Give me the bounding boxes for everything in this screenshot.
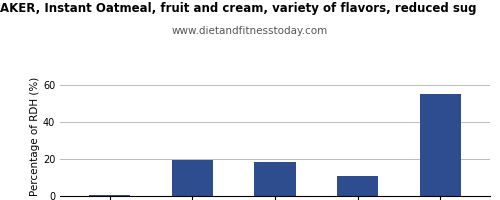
Bar (420, 94, 461, 196)
Text: www.dietandfitnesstoday.com: www.dietandfitnesstoday.com (172, 26, 328, 36)
Y-axis label: Percentage of RDH (%): Percentage of RDH (%) (30, 76, 40, 196)
Bar (254, 162, 296, 196)
Bar (89, 195, 130, 196)
Text: AKER, Instant Oatmeal, fruit and cream, variety of flavors, reduced sug: AKER, Instant Oatmeal, fruit and cream, … (0, 2, 476, 15)
Bar (337, 176, 378, 196)
Bar (172, 160, 213, 196)
